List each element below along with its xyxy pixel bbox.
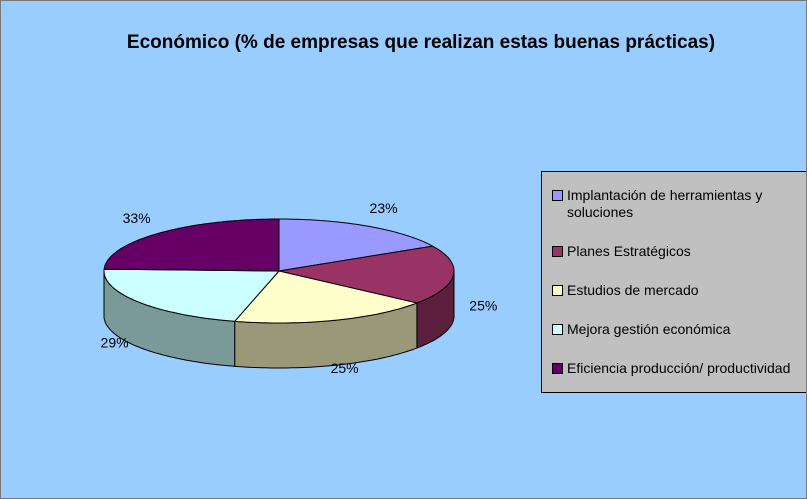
legend-label: Planes Estratégicos [567, 243, 691, 259]
data-label: 25% [469, 298, 497, 314]
legend-item: Mejora gestión económica [552, 321, 806, 338]
data-label: 25% [331, 360, 359, 376]
legend-label: Eficiencia producción/ productividad [567, 360, 791, 376]
legend-label: Estudios de mercado [567, 282, 699, 298]
legend-swatch [552, 285, 563, 296]
legend-swatch [552, 324, 563, 335]
slice [103, 218, 280, 272]
legend-label: Mejora gestión económica [567, 321, 731, 337]
legend-swatch [552, 363, 563, 374]
legend-item: Estudios de mercado [552, 282, 806, 299]
data-label: 23% [370, 200, 398, 216]
data-label: 33% [123, 210, 151, 226]
legend-swatch [552, 246, 563, 257]
slice [103, 268, 281, 322]
slice [233, 270, 419, 324]
chart-title: Económico (% de empresas que realizan es… [126, 32, 716, 53]
legend: Implantación de herramientas y solucione… [541, 171, 806, 393]
legend-swatch [552, 190, 563, 201]
legend-label: Implantación de herramientas y solucione… [567, 187, 763, 220]
slice [278, 245, 455, 304]
slice [278, 218, 434, 272]
data-label: 29% [101, 335, 129, 351]
legend-item: Implantación de herramientas y solucione… [552, 187, 806, 221]
legend-item: Planes Estratégicos [552, 243, 806, 260]
legend-item: Eficiencia producción/ productividad [552, 360, 806, 377]
